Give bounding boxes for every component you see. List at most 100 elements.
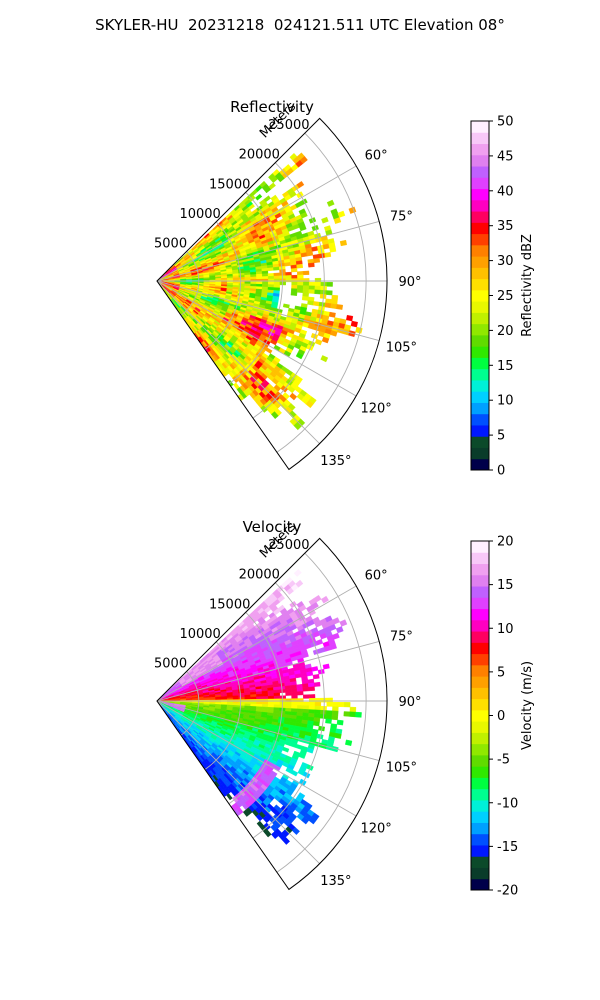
colorbar-tick-label: -20 [497,884,518,899]
radar-gate [267,267,274,272]
colorbar-swatch [471,334,489,347]
radar-gate [343,711,351,717]
radar-gate [289,392,298,401]
colorbar-swatch [471,447,489,460]
radar-gate [256,276,263,280]
radar-gate [256,693,263,698]
colorbar-swatch [471,267,489,280]
radar-gate [285,704,292,709]
radar-gate [346,314,354,322]
radar-gate [262,276,269,280]
colorbar-swatch [471,323,489,336]
radar-gate [302,288,310,294]
radar-gate [268,182,276,190]
radar-gate [267,693,275,697]
range-tick-label: 15000 [209,597,250,612]
radar-gate [321,216,329,224]
reflectivity-sector-frame [156,117,388,471]
colorbar-swatch [471,289,489,302]
radar-gate [290,769,299,777]
colorbar-swatch [471,177,489,190]
radar-gate [320,595,329,604]
azimuth-tick-label: 90° [398,695,421,710]
radar-gate [326,290,333,296]
range-tick-label: 10000 [179,207,220,222]
colorbar-swatch [471,143,489,156]
range-ring [252,162,325,419]
radar-gate [337,210,346,218]
radar-gate [326,697,333,703]
range-ring [276,132,367,453]
colorbar-swatch [471,211,489,223]
radar-gate [247,203,255,211]
azimuth-tick-label: 75° [390,210,413,225]
radar-gate [312,301,320,307]
radar-gate [238,697,246,700]
radar-gate [267,695,275,700]
range-tick-label: 15000 [209,177,250,192]
colorbar-swatch [471,121,489,133]
radar-gate [302,285,310,290]
colorbar-swatch [471,766,489,778]
radar-gate [302,270,310,276]
radar-gate [313,257,321,264]
radar-gate [226,697,234,700]
radar-gate [285,275,292,279]
azimuth-tick-label: 75° [390,630,413,645]
radar-gate [291,281,298,286]
radar-gate [282,746,290,753]
radar-gate [349,706,357,713]
colorbar-tick-label: 0 [497,709,505,724]
radar-gate [262,696,269,700]
colorbar-swatch [471,878,489,891]
radar-gate [331,710,339,716]
radar-gate [300,211,308,219]
radar-gate [226,793,233,801]
colorbar-swatch [471,563,489,576]
figure-title: SKYLER-HU 20231218 024121.511 UTC Elevat… [95,16,505,34]
radar-gate [232,697,240,700]
radar-gate [256,701,263,705]
radar-gate [296,180,305,189]
colorbar-swatch [471,631,489,643]
radar-gate [256,281,263,285]
colorbar-swatch [471,608,489,621]
radar-gate [314,285,322,291]
radar-gate [326,710,333,716]
radar-gate [226,277,234,280]
colorbar-swatch [471,709,489,722]
radar-gate [273,695,281,700]
radar-gate [326,199,335,207]
colorbar-swatch [471,642,489,655]
colorbar-tick-label: 20 [497,324,514,339]
radar-gate [332,632,340,640]
range-tick-label: 20000 [239,148,280,163]
radar-gate [250,696,257,700]
radar-gate [299,225,307,232]
radar-gate [273,284,281,289]
colorbar-swatch [471,368,489,381]
radar-gate [301,296,309,301]
radar-gate [332,706,339,712]
radar-gate [355,326,363,334]
radar-gate [306,251,314,257]
colorbar-swatch [471,653,489,666]
range-tick-label: 25000 [268,118,309,133]
radar-gate [291,705,298,710]
radar-gate [291,691,298,696]
radar-gate [308,686,315,692]
radar-gate [330,330,338,337]
radar-gate [262,701,269,705]
radar-gate [308,281,316,287]
radar-gate [333,217,342,224]
reflectivity-field [157,152,363,431]
colorbar-swatch [471,357,489,370]
radar-gate [285,271,292,276]
radar-gate [297,274,304,279]
radar-gate [285,701,292,706]
colorbar-swatch [471,664,489,677]
radar-gate [302,705,310,710]
colorbar-swatch [471,233,489,246]
